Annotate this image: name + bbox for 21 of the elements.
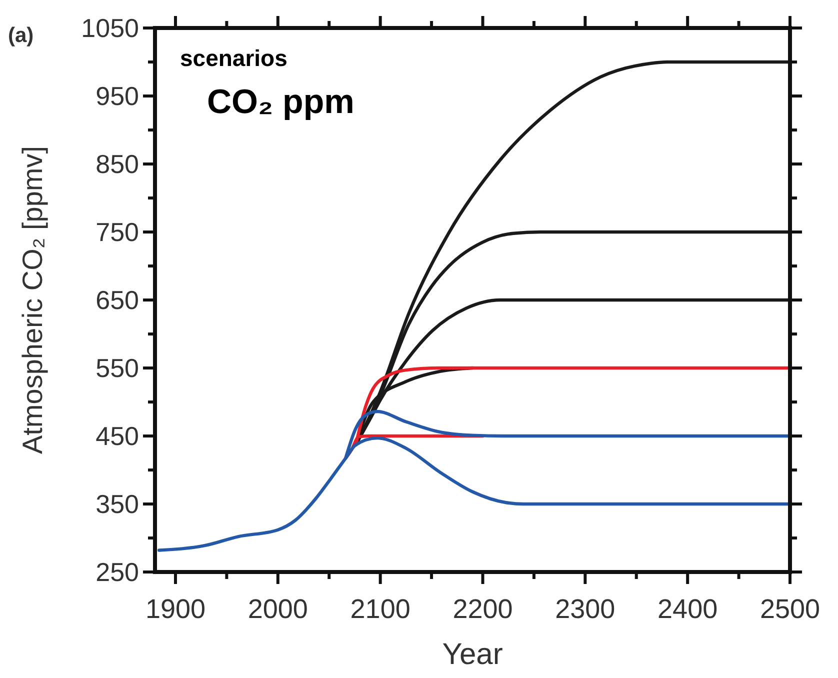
y-tick-label: 650 [96,285,139,315]
x-tick-label: 2500 [760,594,820,624]
y-tick-label: 850 [96,149,139,179]
y-tick-label: 350 [96,489,139,519]
x-axis-title: Year [442,638,503,671]
y-tick-label: 750 [96,217,139,247]
x-tick-label: 2000 [248,594,308,624]
y-tick-label: 450 [96,421,139,451]
text: (a) [8,24,34,47]
y-tick-label: 1050 [81,13,139,43]
x-tick-label: 2100 [350,594,410,624]
annotation: scenarios [180,45,288,71]
y-tick-label: 950 [96,81,139,111]
annotation: CO₂ ppm [207,83,354,121]
y-axis-title: Atmospheric CO₂ [ppmv] [17,146,48,454]
y-tick-label: 550 [96,353,139,383]
x-tick-label: 2300 [555,594,616,624]
x-tick-label: 1900 [145,594,206,624]
x-tick-label: 2200 [452,594,513,624]
y-tick-label: 250 [96,557,139,587]
x-tick-label: 2400 [658,594,718,624]
